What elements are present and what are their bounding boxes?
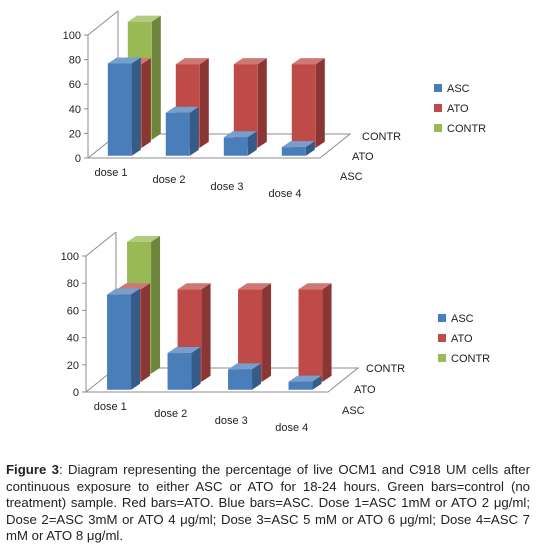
bottom-floor (84, 367, 360, 393)
figure-caption: Figure 3: Diagram representing the perce… (6, 462, 530, 545)
top-bar-ato (233, 58, 267, 148)
top-depth-label-contr: CONTR (362, 131, 401, 143)
top-legend-label-ato: ATO (447, 103, 469, 115)
top-legend-swatch-asc (434, 84, 442, 92)
chart-bottom: 0 20 40 60 80 100 dose 1 dose 2 dose 3 dose 4 CONT… (0, 231, 536, 460)
chart-top-svg: 0 20 40 60 80 100 dose 1 dose 2 dose 3 dose 4 CONT… (63, 10, 486, 200)
top-bar-asc (165, 106, 199, 156)
bottom-x-tick-label: dose 2 (154, 408, 187, 420)
bottom-legend-label-ato: ATO (451, 333, 473, 345)
top-bar-ato (291, 58, 325, 148)
bottom-y-tick-label: 20 (67, 360, 79, 372)
bottom-bar-asc (167, 347, 201, 390)
top-x-tick-label: dose 4 (268, 188, 301, 200)
bottom-y-tick-label: 60 (67, 305, 79, 317)
bottom-legend-swatch-asc (438, 314, 446, 322)
bottom-legend-swatch-contr (438, 354, 446, 362)
top-y-tick-label: 80 (69, 55, 81, 67)
top-x-tick-label: dose 3 (210, 181, 243, 193)
top-bar-asc (223, 131, 257, 156)
top-y-tick-label: 100 (63, 30, 81, 42)
bottom-bar-asc (288, 375, 322, 390)
bottom-y-tick-label: 0 (73, 387, 79, 399)
top-y-tick-label: 20 (69, 128, 81, 140)
top-bar-asc (281, 141, 315, 156)
top-top-edge (87, 10, 119, 36)
chart-bottom-svg: 0 20 40 60 80 100 dose 1 dose 2 dose 3 dose 4 CONT… (61, 231, 490, 434)
top-legend-swatch-contr (434, 124, 442, 132)
bottom-x-tick-label: dose 1 (94, 401, 127, 413)
top-depth-label-asc: ASC (340, 171, 363, 183)
bottom-x-tick-label: dose 3 (215, 415, 248, 427)
bottom-depth-label-asc: ASC (342, 405, 365, 417)
figure-caption-text: : Diagram representing the percentage of… (6, 462, 530, 544)
top-y-tick-label: 60 (69, 79, 81, 91)
top-y-tick-label: 40 (69, 104, 81, 116)
bottom-bar-ato (298, 283, 332, 382)
top-legend-label-asc: ASC (447, 83, 470, 95)
bottom-bar-asc (228, 363, 262, 390)
bottom-y-tick-label: 40 (67, 333, 79, 345)
bottom-legend-label-asc: ASC (451, 313, 474, 325)
top-depth-label-ato: ATO (352, 151, 374, 163)
bottom-depth-label-contr: CONTR (366, 363, 405, 375)
top-x-tick-label: dose 1 (94, 167, 127, 179)
bottom-top-edge (85, 231, 117, 257)
top-y-tick-label: 0 (75, 153, 81, 165)
figure-label: Figure 3 (6, 462, 59, 477)
bottom-legend-swatch-ato (438, 334, 446, 342)
bottom-bar-asc (107, 288, 141, 390)
bottom-bar-ato (238, 283, 272, 382)
bottom-depth-label-ato: ATO (354, 384, 376, 396)
top-legend-label-contr: CONTR (447, 123, 486, 135)
bottom-y-tick-label: 80 (67, 278, 79, 290)
bottom-legend-label-contr: CONTR (451, 353, 490, 365)
top-bar-asc (107, 57, 141, 156)
chart-top: 0 20 40 60 80 100 dose 1 dose 2 dose 3 dose 4 CONT… (0, 0, 536, 222)
bottom-y-tick-label: 100 (61, 251, 79, 263)
top-x-tick-label: dose 2 (152, 174, 185, 186)
bottom-x-tick-label: dose 4 (275, 422, 308, 434)
top-legend-swatch-ato (434, 104, 442, 112)
